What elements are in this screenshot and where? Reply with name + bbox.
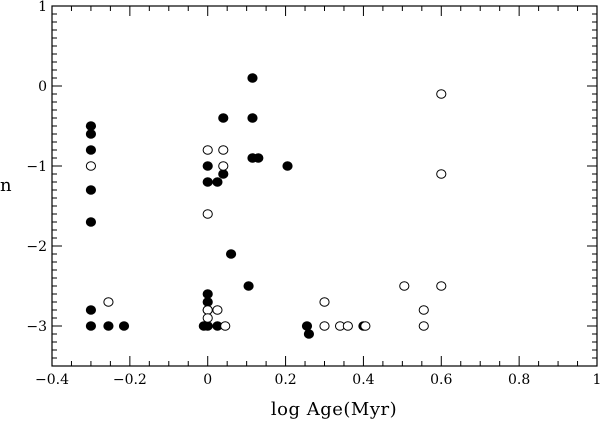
- filled-data-point: [85, 145, 97, 155]
- y-tick-label: 0: [38, 79, 47, 95]
- x-tick-label: 0.2: [274, 372, 296, 388]
- filled-data-point: [85, 217, 97, 227]
- plot-frame: [51, 5, 598, 367]
- open-data-point: [319, 321, 330, 331]
- filled-data-point: [202, 177, 213, 187]
- open-data-point: [399, 281, 410, 291]
- x-tick-label: 0.4: [352, 372, 374, 388]
- filled-data-point: [202, 161, 213, 171]
- open-data-point: [202, 209, 213, 219]
- data-points: [85, 73, 447, 339]
- y-tick-label: 1: [38, 0, 47, 15]
- filled-data-point: [202, 289, 213, 299]
- y-tick-label: −3: [26, 319, 47, 335]
- open-data-point: [360, 321, 371, 331]
- axis-tick-labels: −0.4 −0.2 0 0.2 0.4 0.6 0.8 1 −3 −2 −1 0 1: [26, 0, 600, 388]
- open-data-point: [436, 169, 447, 179]
- open-data-point: [436, 281, 447, 291]
- filled-data-point: [202, 321, 213, 331]
- filled-data-point: [202, 297, 213, 307]
- x-tick-label: 0: [203, 372, 212, 388]
- open-data-point: [218, 161, 229, 171]
- x-tick-label: 0.8: [508, 372, 530, 388]
- x-tick-label: −0.4: [35, 372, 69, 388]
- x-tick-label: 1: [593, 372, 600, 388]
- filled-data-point: [225, 249, 237, 259]
- filled-data-point: [85, 305, 97, 315]
- open-data-point: [342, 321, 353, 331]
- filled-data-point: [85, 321, 97, 331]
- filled-data-point: [218, 169, 229, 179]
- filled-data-point: [301, 321, 313, 331]
- y-tick-label: −2: [26, 239, 47, 255]
- filled-data-point: [253, 153, 264, 163]
- filled-data-point: [85, 129, 97, 139]
- open-data-point: [103, 297, 114, 307]
- filled-data-point: [218, 113, 229, 123]
- x-tick-label: −0.2: [113, 372, 147, 388]
- y-axis-title: n: [0, 175, 12, 196]
- open-data-point: [418, 305, 429, 315]
- open-data-point: [85, 161, 97, 171]
- open-data-point: [202, 145, 213, 155]
- filled-data-point: [85, 185, 97, 195]
- open-data-point: [418, 321, 429, 331]
- open-data-point: [436, 89, 447, 99]
- filled-data-point: [303, 329, 315, 339]
- filled-data-point: [118, 321, 130, 331]
- open-data-point: [220, 321, 231, 331]
- filled-data-point: [282, 161, 293, 171]
- y-tick-label: −1: [26, 159, 47, 175]
- filled-data-point: [103, 321, 114, 331]
- open-data-point: [319, 297, 330, 307]
- open-data-point: [202, 313, 213, 323]
- x-tick-label: 0.6: [430, 372, 452, 388]
- filled-data-point: [243, 281, 254, 291]
- axis-ticks: [51, 5, 598, 367]
- filled-data-point: [212, 177, 223, 187]
- open-data-point: [202, 305, 213, 315]
- open-data-point: [212, 305, 223, 315]
- open-data-point: [218, 145, 229, 155]
- filled-data-point: [247, 73, 258, 83]
- filled-data-point: [247, 113, 258, 123]
- x-axis-title: log Age(Myr): [271, 399, 397, 420]
- filled-data-point: [85, 121, 97, 131]
